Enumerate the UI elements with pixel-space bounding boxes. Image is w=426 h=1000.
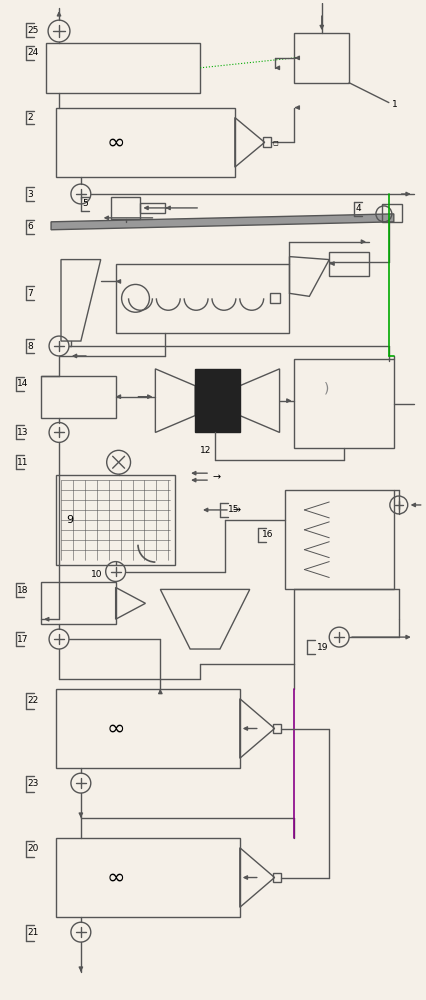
Polygon shape: [51, 214, 394, 230]
Text: →: →: [233, 505, 241, 515]
Text: 23: 23: [27, 779, 39, 788]
Text: 8: 8: [27, 342, 33, 351]
Bar: [115, 264, 290, 333]
Text: ): ): [324, 382, 330, 396]
Text: 18: 18: [17, 586, 29, 595]
Text: 2: 2: [27, 113, 33, 122]
Bar: [270, 293, 279, 303]
Text: 7: 7: [27, 289, 33, 298]
Text: 19: 19: [317, 643, 329, 652]
Text: ∞: ∞: [106, 868, 125, 888]
Bar: [195, 369, 240, 432]
Text: 24: 24: [27, 48, 38, 57]
Bar: [263, 137, 271, 147]
Text: 5: 5: [82, 199, 88, 208]
Text: 25: 25: [27, 26, 39, 35]
Text: 16: 16: [262, 530, 273, 539]
Bar: [111, 197, 141, 219]
Text: 1: 1: [392, 100, 397, 109]
Text: ∞: ∞: [106, 132, 125, 152]
Bar: [382, 204, 402, 222]
Bar: [285, 490, 394, 589]
Bar: [294, 33, 349, 83]
Bar: [46, 43, 200, 93]
Bar: [273, 873, 281, 882]
Text: →: →: [212, 472, 220, 482]
Text: 20: 20: [27, 844, 39, 853]
Text: 6: 6: [27, 222, 33, 231]
Text: 22: 22: [27, 696, 38, 705]
Text: ∞: ∞: [106, 719, 125, 739]
Bar: [56, 689, 240, 768]
Bar: [294, 359, 394, 448]
Text: 13: 13: [17, 428, 29, 437]
Bar: [41, 376, 115, 418]
Text: 14: 14: [17, 379, 29, 388]
Bar: [56, 838, 240, 917]
Text: 21: 21: [27, 928, 39, 937]
Text: 15: 15: [228, 505, 239, 514]
Bar: [41, 582, 115, 624]
Bar: [56, 475, 175, 565]
Text: 12: 12: [200, 446, 211, 455]
Bar: [329, 252, 369, 276]
Text: ◻: ◻: [273, 139, 278, 145]
Bar: [56, 108, 235, 177]
Text: 4: 4: [355, 204, 361, 213]
Text: 11: 11: [17, 458, 29, 467]
Bar: [273, 724, 281, 733]
Text: 3: 3: [27, 190, 33, 199]
Text: 17: 17: [17, 635, 29, 644]
Bar: [141, 203, 165, 213]
Text: 10: 10: [91, 570, 102, 579]
Text: 9: 9: [66, 515, 73, 525]
